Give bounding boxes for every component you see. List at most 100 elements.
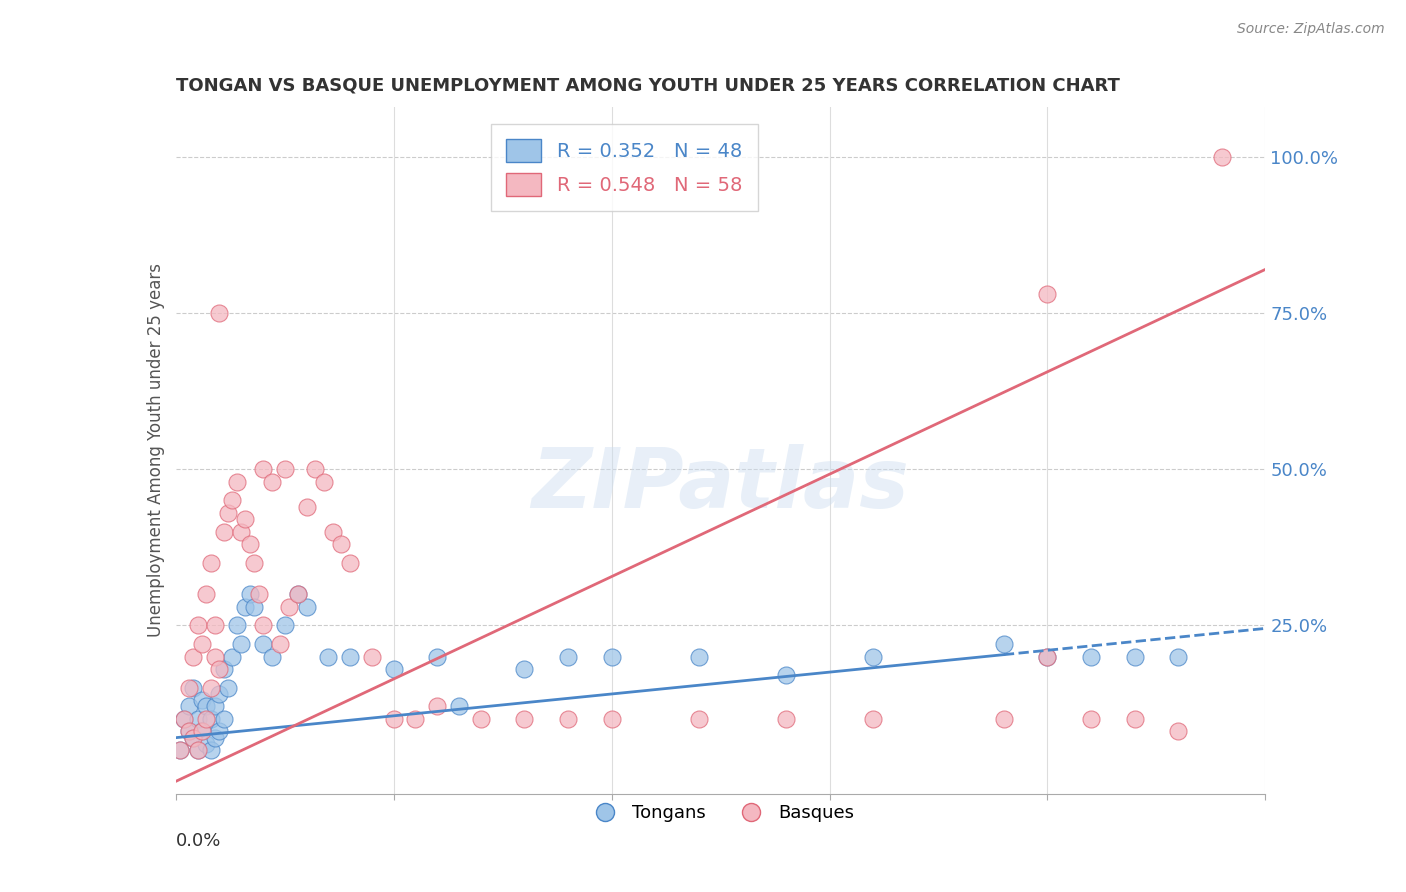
Point (200, 681, 222, 695)
Point (204, 699, 226, 714)
Point (177, 724, 200, 739)
Point (1123, 712, 1146, 726)
Point (231, 524, 253, 539)
Point (186, 618, 209, 632)
Point (200, 556, 222, 570)
Point (195, 712, 218, 726)
Point (470, 712, 492, 726)
Point (225, 475, 247, 489)
Point (382, 712, 405, 726)
Point (247, 587, 270, 601)
Point (191, 724, 214, 739)
Point (269, 637, 291, 651)
Point (243, 599, 266, 614)
Point (200, 712, 222, 726)
Point (295, 599, 318, 614)
Point (195, 737, 218, 751)
Point (200, 743, 222, 757)
Point (186, 743, 209, 757)
Point (173, 712, 195, 726)
Point (235, 599, 257, 614)
Point (274, 618, 297, 632)
Point (181, 731, 204, 745)
Point (243, 556, 266, 570)
Y-axis label: Unemployment Among Youth under 25 years: Unemployment Among Youth under 25 years (146, 263, 165, 638)
Point (212, 524, 235, 539)
Point (1211, 150, 1233, 164)
Point (239, 587, 262, 601)
Point (217, 506, 239, 520)
Point (186, 743, 209, 757)
Point (557, 649, 579, 664)
Point (274, 462, 297, 476)
Point (212, 712, 235, 726)
Point (204, 731, 226, 745)
Point (330, 537, 353, 551)
Point (204, 649, 226, 664)
Point (1123, 649, 1146, 664)
Point (862, 649, 884, 664)
Point (235, 512, 257, 526)
Point (278, 599, 301, 614)
Point (181, 649, 204, 664)
Point (208, 724, 231, 739)
Point (1167, 724, 1189, 739)
Point (993, 712, 1015, 726)
Point (252, 637, 274, 651)
Point (1080, 649, 1102, 664)
Point (169, 743, 191, 757)
Point (287, 587, 309, 601)
Point (688, 649, 710, 664)
Point (173, 712, 195, 726)
Text: 0.0%: 0.0% (176, 831, 221, 850)
Point (775, 668, 797, 682)
Point (252, 618, 274, 632)
Point (600, 649, 623, 664)
Point (382, 662, 405, 676)
Point (322, 524, 344, 539)
Point (513, 662, 536, 676)
Point (600, 712, 623, 726)
Point (318, 649, 340, 664)
Legend: Tongans, Basques: Tongans, Basques (579, 797, 862, 830)
Point (513, 712, 536, 726)
Point (195, 587, 218, 601)
Point (339, 556, 361, 570)
Point (252, 462, 274, 476)
Point (775, 712, 797, 726)
Point (208, 662, 231, 676)
Point (1080, 712, 1102, 726)
Point (208, 306, 231, 320)
Point (221, 493, 243, 508)
Text: TONGAN VS BASQUE UNEMPLOYMENT AMONG YOUTH UNDER 25 YEARS CORRELATION CHART: TONGAN VS BASQUE UNEMPLOYMENT AMONG YOUT… (176, 77, 1119, 95)
Point (287, 587, 309, 601)
Point (239, 537, 262, 551)
Point (1167, 649, 1189, 664)
Point (208, 687, 231, 701)
Point (217, 681, 239, 695)
Point (557, 712, 579, 726)
Point (186, 712, 209, 726)
Point (221, 649, 243, 664)
Point (204, 618, 226, 632)
Point (177, 724, 200, 739)
Point (177, 681, 200, 695)
Point (312, 475, 335, 489)
Point (1036, 287, 1059, 301)
Point (304, 462, 326, 476)
Point (212, 662, 235, 676)
Point (191, 724, 214, 739)
Point (1036, 649, 1059, 664)
Text: Source: ZipAtlas.com: Source: ZipAtlas.com (1237, 22, 1385, 37)
Point (195, 699, 218, 714)
Point (447, 699, 470, 714)
Text: ZIPatlas: ZIPatlas (531, 444, 910, 525)
Point (225, 618, 247, 632)
Point (260, 649, 283, 664)
Point (177, 699, 200, 714)
Point (260, 475, 283, 489)
Point (339, 649, 361, 664)
Point (169, 743, 191, 757)
Point (426, 649, 449, 664)
Point (360, 649, 382, 664)
